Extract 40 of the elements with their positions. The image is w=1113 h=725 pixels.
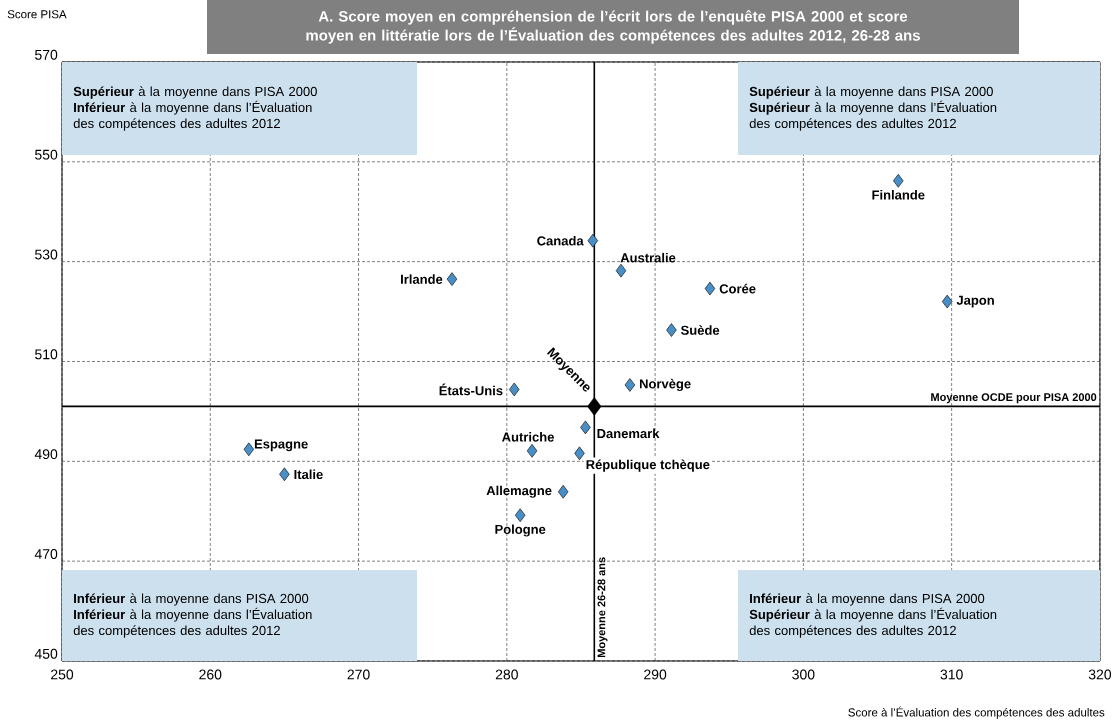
annotation: Inférieur à la moyenne dans PISA 2000 Inférieur à la moyenne dans l’Évaluation des compétences des adultes 2012 [73, 593, 312, 638]
series-label: Irlande [401, 274, 443, 284]
y-tick-label: 570 [35, 49, 58, 60]
series-label: Australie [620, 252, 676, 263]
chart-title: A. Score moyen en compréhension de l’écrit lors de l’enquête PISA 2000 et score moyen en littératie lors de l’Évaluation des compétences des adultes 2012, 26-28 ans [306, 10, 920, 44]
series-label: Espagne [254, 439, 308, 452]
y-tick-label: 510 [35, 349, 58, 360]
series-label: Norvège [639, 378, 691, 392]
annotation: Inférieur à la moyenne dans PISA 2000 Supérieur à la moyenne dans l’Évaluation des compétences des adultes 2012 [749, 593, 997, 638]
series-label: Autriche [502, 432, 554, 442]
series-label: Canada [537, 235, 584, 246]
series-label: Italie [294, 469, 323, 480]
series-label: Pologne [495, 524, 546, 537]
x-tick-label: 280 [495, 669, 518, 680]
x-tick-label: 250 [51, 669, 74, 680]
y-tick-label: 490 [34, 449, 58, 460]
series-label: États-Unis [439, 383, 503, 396]
annotation: Supérieur à la moyenne dans PISA 2000 Supérieur à la moyenne dans l’Évaluation des compétences des adultes 2012 [749, 86, 997, 131]
x-tick-label: 320 [1088, 669, 1112, 680]
annotation: Supérieur à la moyenne dans PISA 2000 Inférieur à la moyenne dans l’Évaluation des compétences des adultes 2012 [73, 86, 317, 131]
series-label: République tchèque [586, 459, 710, 472]
x-axis-title: Score à l’Évaluation des compétences des adultes [848, 706, 1105, 719]
ref-line-label: Moyenne OCDE pour PISA 2000 [931, 393, 1097, 404]
x-tick-label: 270 [347, 669, 370, 680]
series-label: Finlande [872, 189, 925, 200]
y-tick-label: 550 [35, 149, 58, 160]
series-label: Danemark [597, 428, 660, 439]
x-tick-label: 290 [644, 669, 667, 680]
y-tick-label: 470 [34, 549, 58, 559]
series-label: Corée [719, 283, 756, 294]
y-axis-title: Score PISA [7, 10, 67, 19]
x-tick-label: 300 [792, 669, 815, 680]
x-tick-label: 310 [940, 669, 963, 680]
y-tick-label: 450 [34, 648, 58, 659]
series-label: Allemagne [486, 485, 552, 498]
series-label: Japon [956, 295, 994, 308]
x-tick-label: 260 [199, 669, 222, 680]
ref-line-label: Moyenne 26-28 ans [597, 557, 608, 658]
y-tick-label: 530 [35, 249, 58, 260]
series-label: Suède [680, 325, 720, 335]
